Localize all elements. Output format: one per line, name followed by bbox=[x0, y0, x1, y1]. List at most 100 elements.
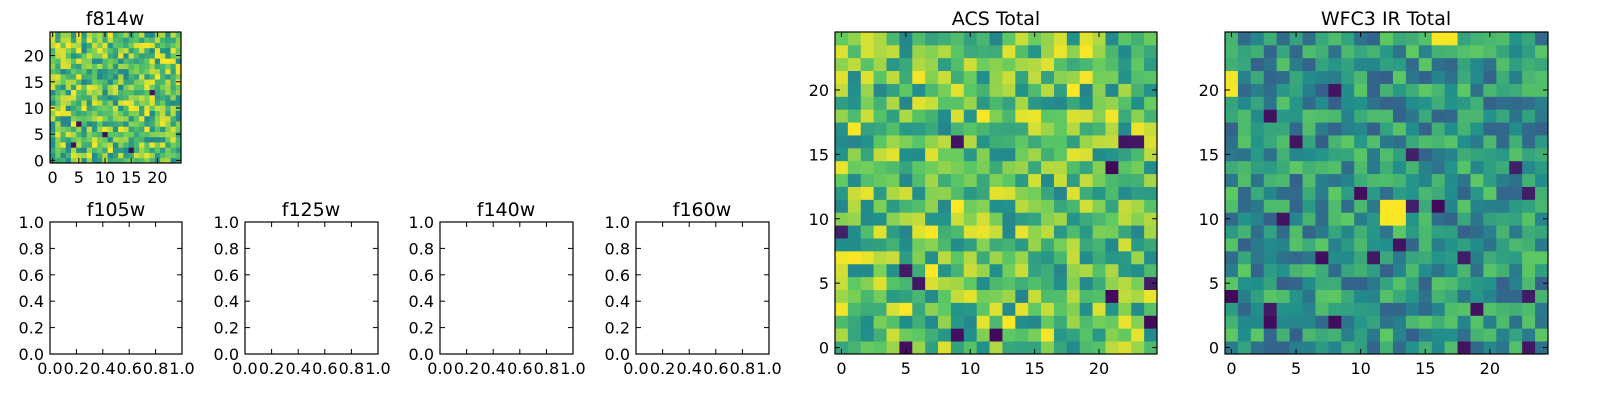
heatmap-cell bbox=[860, 135, 875, 149]
heatmap-cell bbox=[860, 109, 875, 123]
heatmap-cell bbox=[1276, 328, 1290, 342]
heatmap-cell bbox=[165, 37, 171, 43]
heatmap-cell bbox=[835, 238, 849, 252]
heatmap-cell bbox=[886, 57, 900, 72]
heatmap-cell bbox=[938, 70, 952, 84]
heatmap-cell bbox=[1118, 109, 1132, 123]
heatmap-cell bbox=[139, 126, 145, 132]
heatmap-cell bbox=[1367, 341, 1381, 355]
heatmap-cell bbox=[1053, 289, 1068, 303]
heatmap-cell bbox=[1066, 135, 1081, 149]
heatmap-cell bbox=[1092, 328, 1106, 342]
heatmap-cell bbox=[1079, 135, 1093, 149]
heatmap-cell bbox=[1509, 341, 1523, 355]
heatmap-cell bbox=[1302, 199, 1316, 213]
heatmap-cell bbox=[86, 121, 93, 127]
heatmap-cell bbox=[1015, 263, 1029, 278]
heatmap-cell bbox=[1509, 109, 1523, 123]
heatmap-cell bbox=[170, 37, 177, 43]
heatmap-cell bbox=[886, 328, 900, 342]
heatmap-cell bbox=[1289, 225, 1303, 239]
heatmap-cell bbox=[1496, 32, 1510, 46]
heatmap-cell bbox=[847, 212, 862, 226]
heatmap-cell bbox=[55, 136, 61, 143]
heatmap-cell bbox=[1118, 147, 1132, 162]
heatmap-cell bbox=[1431, 315, 1446, 329]
heatmap-cell bbox=[1002, 238, 1016, 252]
heatmap-cell bbox=[55, 131, 61, 138]
heatmap-cell bbox=[91, 94, 98, 101]
heatmap-cell bbox=[1028, 96, 1042, 110]
heatmap-cell bbox=[1380, 135, 1394, 149]
heatmap-cell bbox=[1315, 302, 1329, 316]
heatmap-cell bbox=[81, 136, 88, 143]
heatmap-cell bbox=[1392, 341, 1407, 355]
heatmap-cell bbox=[1367, 57, 1381, 72]
heatmap-cell bbox=[886, 302, 900, 316]
heatmap-cell bbox=[165, 136, 171, 143]
heatmap-cell bbox=[1367, 263, 1381, 278]
heatmap-cell bbox=[1053, 57, 1068, 72]
heatmap-cell bbox=[1250, 212, 1265, 226]
y-tick-label: 0.6 bbox=[409, 266, 434, 285]
heatmap-cell bbox=[1289, 238, 1303, 252]
heatmap-cell bbox=[70, 126, 77, 132]
heatmap-cell bbox=[1392, 135, 1407, 149]
heatmap-cell bbox=[60, 121, 67, 127]
heatmap-cell bbox=[886, 122, 900, 136]
heatmap-cell bbox=[835, 186, 849, 200]
heatmap-cell bbox=[133, 126, 140, 132]
heatmap-cell bbox=[65, 115, 72, 122]
heatmap-cell bbox=[1457, 276, 1471, 290]
heatmap-cell bbox=[1237, 250, 1252, 265]
y-tick-label: 1.0 bbox=[19, 213, 44, 232]
heatmap-cell bbox=[989, 341, 1003, 355]
heatmap-cell bbox=[118, 115, 124, 122]
heatmap-cell bbox=[112, 131, 119, 138]
heatmap-cell bbox=[1079, 263, 1093, 278]
heatmap-cell bbox=[170, 152, 177, 159]
heatmap-cell bbox=[149, 32, 156, 38]
y-tick-label: 0.8 bbox=[19, 239, 44, 258]
heatmap-cell bbox=[847, 341, 862, 355]
heatmap-cell bbox=[165, 100, 171, 106]
y-tick-label: 10 bbox=[1199, 210, 1219, 229]
x-tick-label: 0.6 bbox=[312, 359, 337, 378]
heatmap-cell bbox=[860, 212, 875, 226]
heatmap-cell bbox=[963, 341, 978, 355]
heatmap-cell bbox=[1315, 328, 1329, 342]
heatmap-cell bbox=[912, 315, 926, 329]
heatmap-cell bbox=[165, 126, 171, 132]
heatmap-cell bbox=[860, 96, 875, 110]
heatmap-cell bbox=[170, 126, 177, 132]
heatmap-cell bbox=[1053, 135, 1068, 149]
heatmap-cell bbox=[1028, 263, 1042, 278]
heatmap-cell bbox=[1028, 122, 1042, 136]
heatmap-cell bbox=[1002, 199, 1016, 213]
heatmap-cell bbox=[963, 315, 978, 329]
heatmap-cell bbox=[886, 238, 900, 252]
heatmap-cell bbox=[160, 84, 166, 91]
heatmap-cell bbox=[1250, 199, 1265, 213]
heatmap-cells-wfc3-ir-total bbox=[1225, 32, 1549, 355]
heatmap-cell bbox=[165, 105, 171, 111]
heatmap-cell bbox=[60, 32, 67, 38]
heatmap-cell bbox=[1144, 263, 1158, 278]
heatmap-cell bbox=[50, 89, 56, 96]
heatmap-cell bbox=[139, 94, 145, 101]
heatmap-cell bbox=[112, 126, 119, 132]
heatmap-cell bbox=[1535, 160, 1549, 175]
heatmap-cell bbox=[1118, 225, 1132, 239]
heatmap-cell bbox=[139, 32, 145, 38]
heatmap-cell bbox=[1341, 263, 1355, 278]
heatmap-cell bbox=[1015, 250, 1029, 265]
heatmap-cell bbox=[91, 100, 98, 106]
heatmap-cell bbox=[1470, 328, 1484, 342]
heatmap-cell bbox=[1444, 212, 1458, 226]
heatmap-cell bbox=[950, 341, 965, 355]
heatmap-cell bbox=[925, 328, 939, 342]
heatmap-cell bbox=[160, 68, 166, 75]
y-tick-label: 20 bbox=[1199, 81, 1219, 100]
heatmap-cell bbox=[938, 328, 952, 342]
heatmap-cell bbox=[1444, 109, 1458, 123]
